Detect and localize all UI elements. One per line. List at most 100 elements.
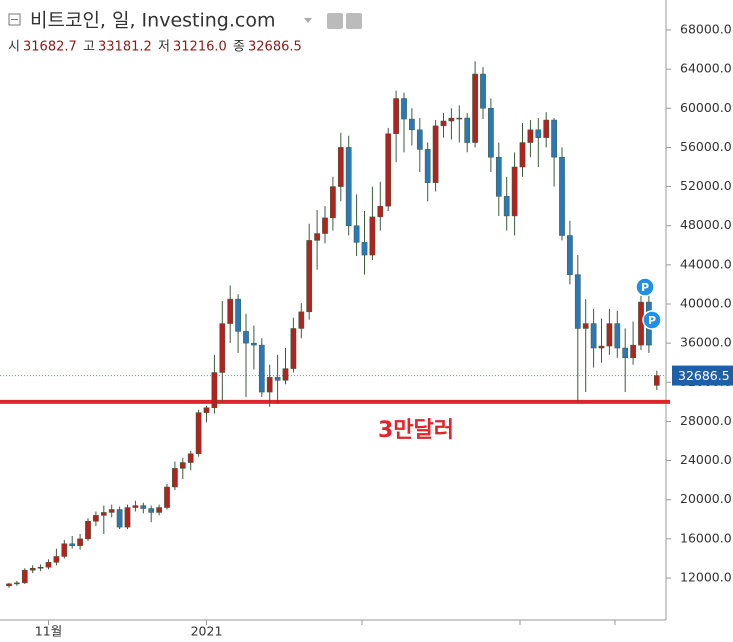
candle-body: [345, 147, 352, 226]
y-tick-label: 44000.0: [680, 256, 732, 271]
candle-body: [77, 538, 83, 546]
y-tick-label: 24000.0: [680, 452, 732, 467]
candle-body: [227, 298, 234, 324]
candle-body: [606, 323, 613, 347]
candle-body: [582, 323, 589, 329]
event-marker-label: P: [648, 314, 656, 327]
last-price-box: [672, 365, 733, 386]
candle-body: [108, 509, 115, 513]
ohlc-legend: 시 31682.7 고 33181.2 저 31216.0 종 32686.5: [8, 40, 302, 55]
legend-value: 33181.2: [98, 40, 152, 55]
chart-title: 비트코인, 일, Investing.com: [30, 10, 276, 32]
y-tick-label: 64000.0: [680, 61, 732, 76]
candle-body: [503, 196, 510, 217]
candle-body: [6, 583, 12, 587]
candle-body: [140, 505, 147, 509]
candle-body: [567, 235, 573, 275]
y-tick-label: 52000.0: [680, 178, 732, 193]
legend-label: 저: [158, 40, 170, 55]
candle-body: [195, 412, 202, 454]
reference-label: 3만달러: [378, 418, 454, 443]
candle-body: [535, 129, 542, 138]
candle-body: [630, 344, 636, 359]
candle-body: [377, 205, 384, 218]
collapse-icon[interactable]: [8, 13, 21, 26]
candle-body: [164, 486, 170, 508]
candle-body: [251, 342, 257, 346]
candle-body: [472, 73, 478, 143]
x-tick-label: 11월: [35, 624, 62, 639]
candle-body: [598, 345, 605, 349]
candle-body: [638, 301, 644, 346]
candle-body: [266, 377, 273, 393]
candle-body: [156, 507, 162, 513]
candle-body: [211, 372, 218, 408]
event-marker: [642, 310, 662, 330]
candle-body: [622, 347, 629, 359]
candle-body: [590, 323, 597, 349]
legend-value: 32686.5: [248, 40, 302, 55]
y-tick-label: 68000.0: [680, 22, 732, 37]
candle-body: [298, 311, 305, 329]
candle-body: [93, 515, 99, 522]
settings-button[interactable]: [327, 13, 343, 29]
y-tick-label: 40000.0: [680, 296, 732, 311]
event-marker: [635, 277, 655, 297]
candle-body: [172, 468, 178, 488]
legend-label: 시: [8, 40, 20, 55]
candle-body: [614, 323, 621, 349]
dropdown-arrow[interactable]: [304, 18, 312, 23]
candle-body: [116, 509, 123, 528]
candle-body: [337, 147, 344, 187]
candle-body: [53, 556, 60, 563]
candle-body: [653, 375, 660, 386]
candle-body: [282, 368, 289, 381]
candle-body: [29, 567, 36, 571]
candle-body: [148, 508, 155, 513]
candle-body: [14, 582, 20, 585]
candle-body: [401, 98, 407, 120]
candle-body: [37, 566, 44, 569]
candle-body: [203, 407, 210, 413]
y-tick-label: 56000.0: [680, 139, 732, 154]
candle-body: [61, 543, 68, 557]
candle-body: [274, 377, 281, 381]
candle-body: [353, 225, 360, 243]
candle-body: [456, 117, 463, 120]
candle-body: [290, 328, 297, 369]
candle-body: [440, 120, 447, 127]
candle-body: [385, 133, 392, 207]
legend-value: 31216.0: [173, 40, 227, 55]
candle-body: [559, 156, 565, 236]
candle-body: [45, 562, 52, 568]
candle-body: [258, 344, 265, 393]
candle-body: [432, 125, 439, 183]
candle-body: [543, 119, 550, 138]
y-tick-label: 16000.0: [680, 530, 732, 545]
candle-body: [527, 129, 534, 143]
legend-value: 31682.7: [23, 40, 77, 55]
candle-body: [69, 543, 76, 546]
candle-body: [551, 119, 557, 158]
y-tick-label: 48000.0: [680, 217, 732, 232]
candle-body: [511, 166, 518, 217]
y-tick-label: 28000.0: [680, 413, 732, 428]
candle-body: [480, 73, 486, 109]
candle-body: [416, 129, 423, 150]
candle-body: [464, 117, 471, 143]
event-marker-label: P: [641, 281, 649, 294]
candle-body: [219, 323, 226, 373]
candle-body: [488, 108, 494, 158]
candle-body: [124, 507, 131, 528]
candle-body: [306, 240, 313, 313]
candle-body: [187, 453, 194, 463]
candle-body: [424, 149, 431, 183]
candle-body: [361, 242, 368, 256]
x-tick-label: 2021: [191, 624, 223, 639]
candle-body: [495, 156, 502, 197]
candle-body: [448, 117, 455, 122]
y-tick-label: 20000.0: [680, 491, 732, 506]
candle-body: [330, 186, 336, 219]
gear-button[interactable]: [346, 13, 362, 29]
